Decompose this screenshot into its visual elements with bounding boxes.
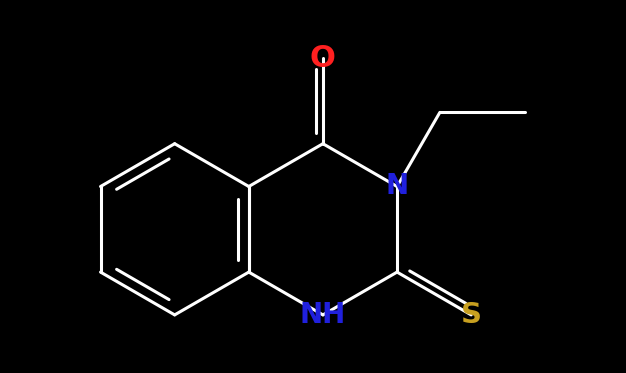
Text: NH: NH [300,301,346,329]
Text: O: O [310,44,336,73]
Text: N: N [386,172,409,201]
Text: S: S [461,301,481,329]
